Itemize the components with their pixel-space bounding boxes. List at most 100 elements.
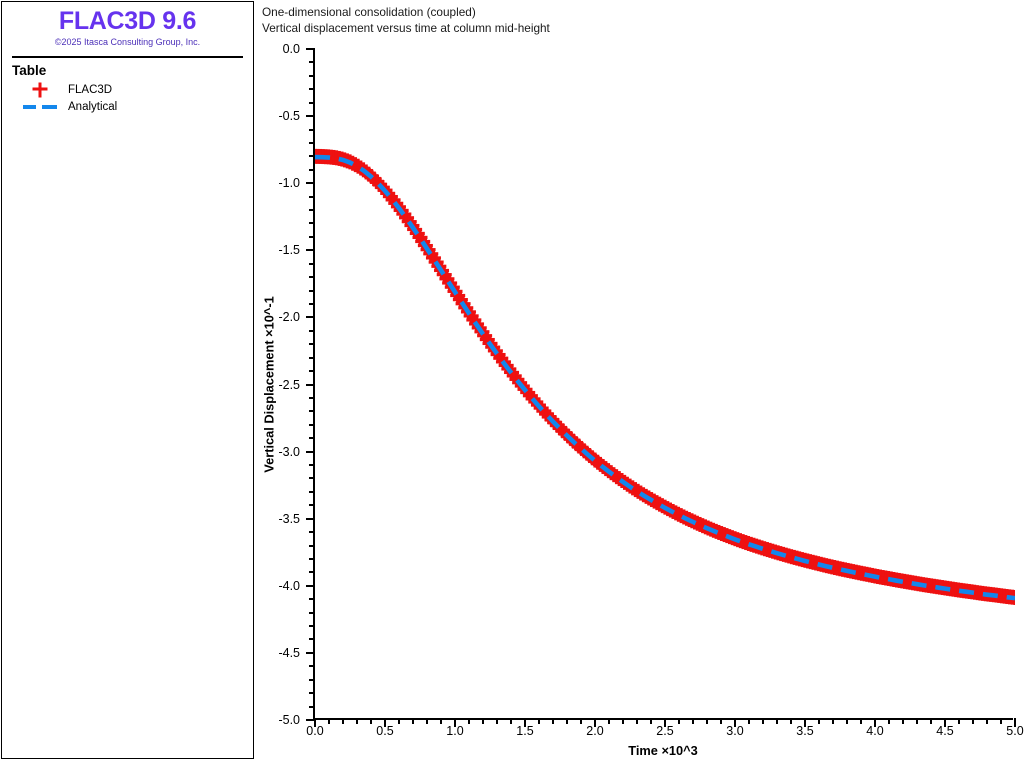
y-axis-minor-tick: [309, 410, 315, 413]
x-axis-minor-tick: [720, 718, 722, 724]
x-axis-minor-tick: [482, 718, 484, 724]
x-axis-minor-tick: [496, 718, 498, 724]
x-axis-minor-tick: [902, 718, 904, 724]
x-axis-tick-label: 1.5: [516, 724, 534, 738]
y-axis-minor-tick: [309, 678, 315, 681]
x-axis-minor-tick: [818, 718, 820, 724]
legend-item-analytical[interactable]: Analytical: [12, 98, 253, 115]
x-axis-tick-label: 3.0: [726, 724, 744, 738]
y-axis-tick-label: -1.5: [278, 243, 300, 258]
y-axis-minor-tick: [309, 557, 315, 560]
y-axis-tick-label: -2.0: [278, 310, 300, 325]
x-axis-minor-tick: [622, 718, 624, 724]
y-axis-minor-tick: [309, 302, 315, 305]
x-axis-tick-label: 3.5: [796, 724, 814, 738]
y-axis-tick: [306, 651, 315, 654]
y-axis-minor-tick: [309, 141, 315, 144]
series-flac3d: [315, 148, 1015, 605]
x-axis-tick: [384, 718, 386, 727]
y-axis-minor-tick: [309, 611, 315, 614]
x-axis-tick: [804, 718, 806, 727]
y-axis-tick: [306, 517, 315, 520]
y-axis-minor-tick: [309, 74, 315, 77]
y-axis-minor-tick: [309, 289, 315, 292]
x-axis-minor-tick: [678, 718, 680, 724]
x-axis-minor-tick: [650, 718, 652, 724]
x-axis-tick: [874, 718, 876, 727]
x-axis-tick-label: 2.5: [656, 724, 674, 738]
y-axis-minor-tick: [309, 396, 315, 399]
legend-item-flac3d[interactable]: FLAC3D: [12, 81, 253, 98]
y-axis-tick-label: -3.0: [278, 444, 300, 459]
x-axis-minor-tick: [580, 718, 582, 724]
x-axis-tick-label: 5.0: [1006, 724, 1024, 738]
x-axis-minor-tick: [608, 718, 610, 724]
x-axis-tick-label: 1.0: [446, 724, 464, 738]
series-analytical: [315, 154, 1015, 601]
x-axis-minor-tick: [328, 718, 330, 724]
x-axis-minor-tick: [510, 718, 512, 724]
x-axis-tick: [594, 718, 596, 727]
y-axis-minor-tick: [309, 128, 315, 131]
x-axis-tick: [664, 718, 666, 727]
x-axis-minor-tick: [440, 718, 442, 724]
x-axis-minor-tick: [888, 718, 890, 724]
y-axis-minor-tick: [309, 370, 315, 373]
y-axis-minor-tick: [309, 329, 315, 332]
y-axis-tick-label: -2.5: [278, 377, 300, 392]
x-axis-minor-tick: [398, 718, 400, 724]
y-axis-minor-tick: [309, 705, 315, 708]
plot-canvas: [315, 49, 1015, 720]
x-axis-tick: [524, 718, 526, 727]
x-axis-minor-tick: [636, 718, 638, 724]
y-axis-minor-tick: [309, 504, 315, 507]
y-axis-tick: [306, 584, 315, 587]
y-axis-minor-tick: [309, 477, 315, 480]
x-axis-minor-tick: [342, 718, 344, 724]
x-axis-tick-label: 0.5: [376, 724, 394, 738]
x-axis-minor-tick: [706, 718, 708, 724]
x-axis-tick: [944, 718, 946, 727]
series-canvas: [315, 148, 1015, 605]
x-axis-minor-tick: [538, 718, 540, 724]
x-axis-minor-tick: [748, 718, 750, 724]
y-axis-minor-tick: [309, 638, 315, 641]
x-axis-minor-tick: [846, 718, 848, 724]
y-axis-minor-tick: [309, 276, 315, 279]
x-axis-minor-tick: [860, 718, 862, 724]
y-axis-minor-tick: [309, 531, 315, 534]
y-axis-minor-tick: [309, 343, 315, 346]
y-axis-tick: [306, 48, 315, 50]
x-axis-tick: [314, 718, 316, 727]
y-axis-title-label: Vertical Displacement ×10^-1: [261, 296, 277, 473]
y-axis-tick-label: -1.0: [278, 176, 300, 191]
x-axis-minor-tick: [370, 718, 372, 724]
x-axis-minor-tick: [972, 718, 974, 724]
y-axis-minor-tick: [309, 101, 315, 104]
x-axis-tick-label: 2.0: [586, 724, 604, 738]
y-axis-tick: [306, 182, 315, 185]
y-axis-tick: [306, 115, 315, 118]
y-axis-tick: [306, 316, 315, 319]
x-axis-minor-tick: [356, 718, 358, 724]
x-axis-minor-tick: [986, 718, 988, 724]
y-axis-minor-tick: [309, 222, 315, 225]
y-axis-minor-tick: [309, 692, 315, 695]
x-axis-tick: [1014, 718, 1016, 727]
y-axis-minor-tick: [309, 625, 315, 628]
copyright-text: ©2025 Itasca Consulting Group, Inc.: [54, 37, 201, 48]
brand-block: FLAC3D 9.6 ©2025 Itasca Consulting Group…: [2, 2, 253, 50]
legend-block: Table FLAC3D Analytical: [2, 58, 253, 115]
y-axis-minor-tick: [309, 262, 315, 265]
x-axis-minor-tick: [412, 718, 414, 724]
y-axis-minor-tick: [309, 464, 315, 467]
legend-sidebar: FLAC3D 9.6 ©2025 Itasca Consulting Group…: [1, 1, 254, 759]
x-axis-tick-label: 0.0: [306, 724, 324, 738]
y-axis-minor-tick: [309, 155, 315, 158]
y-axis-minor-tick: [309, 437, 315, 440]
y-axis-minor-tick: [309, 235, 315, 238]
y-axis-minor-tick: [309, 88, 315, 91]
y-axis-minor-tick: [309, 423, 315, 426]
y-axis-minor-tick: [309, 61, 315, 64]
legend-heading: Table: [12, 63, 47, 79]
